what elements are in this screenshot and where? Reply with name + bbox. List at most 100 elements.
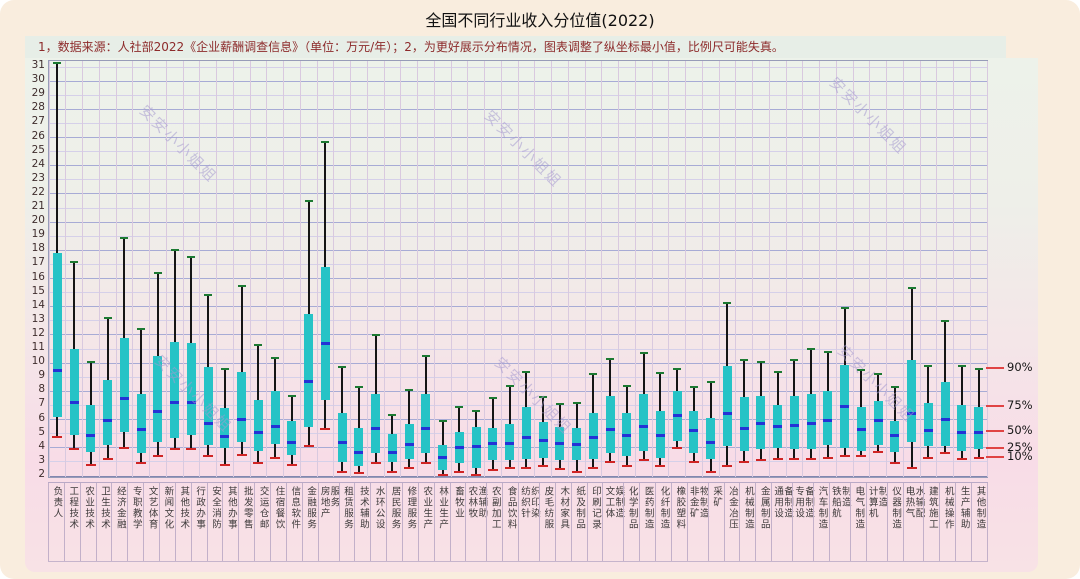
- box-cap-10: [739, 460, 750, 463]
- box-cap-10: [789, 458, 800, 461]
- box-median: [488, 442, 498, 446]
- box-iqr: [639, 394, 649, 451]
- x-axis-category-cell: 文艺体育: [143, 483, 159, 561]
- box-cap-90: [170, 249, 179, 252]
- box-median: [672, 413, 682, 417]
- box-iqr: [103, 380, 113, 445]
- x-axis-category-cell: 修理服务: [401, 483, 418, 561]
- v-gridline: [517, 61, 519, 477]
- box-median: [923, 429, 933, 433]
- v-gridline: [350, 61, 351, 477]
- x-axis-category-cell: 木材家具: [554, 483, 571, 561]
- x-axis-category-cell: 其他制造: [971, 483, 988, 561]
- v-gridline: [969, 61, 971, 477]
- box-cap-90: [773, 370, 782, 373]
- annotation-leader-line: [986, 430, 1004, 433]
- box-cap-10: [889, 462, 900, 465]
- box-median: [119, 396, 129, 400]
- box-cap-90: [438, 419, 447, 422]
- box-median: [86, 433, 96, 437]
- box-cap-10: [688, 460, 699, 463]
- box-iqr: [823, 391, 833, 445]
- x-axis-category-cell: 非金矿物制造: [686, 483, 709, 561]
- box-median: [170, 401, 180, 405]
- x-axis-category-cell: 畜牧业: [449, 483, 466, 561]
- y-axis-tick-label: 21: [31, 200, 45, 213]
- annotation-label: 50%: [1007, 423, 1033, 438]
- box-cap-10: [588, 466, 599, 469]
- box-cap-10: [320, 428, 331, 431]
- v-gridline: [165, 61, 167, 477]
- box-cap-90: [639, 352, 648, 355]
- x-axis-category-cell: 卫生技术: [95, 483, 112, 561]
- box-cap-90: [338, 366, 347, 369]
- box-iqr: [320, 267, 330, 400]
- box-cap-90: [187, 256, 196, 259]
- box-cap-10: [772, 458, 783, 461]
- x-axis-label: 技术辅助: [357, 486, 369, 530]
- box-iqr: [706, 418, 716, 460]
- box-median: [907, 412, 917, 416]
- box-iqr: [957, 405, 967, 451]
- box-iqr: [940, 381, 950, 447]
- box-cap-90: [706, 380, 715, 383]
- x-axis-label: 交运仓邮: [257, 486, 269, 530]
- box-cap-90: [656, 372, 665, 375]
- box-cap-90: [673, 367, 682, 370]
- box-iqr: [387, 433, 397, 462]
- box-iqr: [605, 395, 615, 454]
- box-cap-90: [254, 343, 263, 346]
- x-axis-label: 卫生技术: [98, 486, 110, 530]
- x-axis-label: 计算机制造: [866, 486, 888, 519]
- box-median: [588, 436, 598, 440]
- x-axis-category-cell: 其他办事: [222, 483, 238, 561]
- x-axis-label: 农林牧渔辅助: [466, 486, 488, 519]
- box-median: [706, 440, 716, 444]
- x-axis-label: 水环公设: [373, 486, 385, 530]
- x-axis-label: 批发零售: [241, 486, 253, 530]
- x-axis-category-cell: 农林牧渔辅助: [465, 483, 488, 561]
- box-cap-90: [941, 319, 950, 322]
- box-iqr: [136, 394, 146, 454]
- box-cap-10: [253, 462, 264, 465]
- box-cap-10: [940, 452, 951, 455]
- v-gridline: [266, 61, 268, 477]
- box-cap-90: [589, 373, 598, 376]
- box-median: [220, 435, 230, 438]
- y-axis-tick-label: 3: [38, 453, 45, 466]
- box-iqr: [287, 420, 297, 455]
- y-axis-tick-label: 6: [38, 411, 45, 424]
- annotation-label: 25%: [1007, 440, 1033, 455]
- x-axis-category-cell: 食品饮料: [502, 483, 518, 561]
- v-gridline: [634, 61, 636, 477]
- box-median: [371, 426, 381, 430]
- x-axis-category-cell: 机械操作: [939, 483, 955, 561]
- box-median: [471, 444, 481, 448]
- x-axis-category-cell: 租赁服务: [338, 483, 355, 561]
- box-cap-90: [137, 328, 146, 331]
- box-median: [69, 401, 79, 405]
- box-cap-10: [420, 462, 431, 465]
- v-gridline: [333, 61, 335, 477]
- y-axis-tick-label: 15: [31, 284, 45, 297]
- box-iqr: [404, 423, 414, 460]
- x-axis-category-cell: 纺织针织印染: [518, 483, 540, 561]
- v-gridline: [115, 61, 117, 477]
- x-axis-category-cell: 机械制造: [739, 483, 755, 561]
- x-axis-label: 信息软件: [289, 486, 301, 530]
- v-gridline: [216, 61, 217, 477]
- v-gridline: [199, 61, 201, 477]
- v-gridline: [534, 61, 536, 477]
- box-cap-10: [387, 470, 398, 473]
- v-gridline: [668, 61, 670, 477]
- box-cap-10: [856, 455, 867, 458]
- box-cap-90: [70, 260, 79, 263]
- v-gridline: [249, 61, 251, 477]
- x-axis-category-cell: 安全消防: [206, 483, 223, 561]
- box-iqr: [304, 313, 314, 427]
- box-median: [186, 401, 196, 405]
- box-cap-10: [203, 455, 214, 458]
- v-gridline: [417, 61, 418, 477]
- box-iqr: [371, 394, 381, 454]
- x-axis-category-cell: 经济金融: [111, 483, 127, 561]
